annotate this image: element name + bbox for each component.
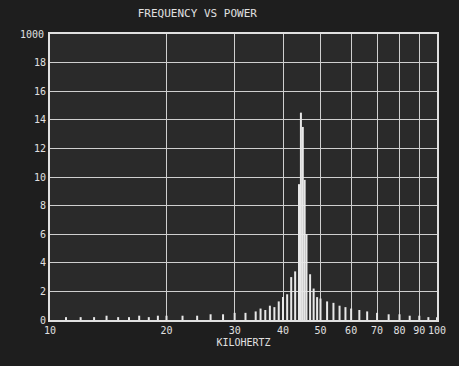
svg-text:10: 10 bbox=[44, 325, 56, 336]
svg-text:16: 16 bbox=[34, 86, 46, 97]
svg-text:30: 30 bbox=[229, 325, 241, 336]
svg-text:100: 100 bbox=[428, 325, 446, 336]
svg-text:20: 20 bbox=[160, 325, 172, 336]
svg-text:8: 8 bbox=[40, 200, 46, 211]
svg-text:14: 14 bbox=[34, 114, 46, 125]
svg-text:FREQUENCY VS POWER: FREQUENCY VS POWER bbox=[138, 7, 258, 20]
svg-text:10: 10 bbox=[34, 172, 46, 183]
svg-text:2: 2 bbox=[40, 286, 46, 297]
svg-text:KILOHERTZ: KILOHERTZ bbox=[216, 337, 270, 348]
svg-text:18: 18 bbox=[34, 57, 46, 68]
svg-text:1000: 1000 bbox=[20, 29, 44, 40]
svg-text:4: 4 bbox=[40, 257, 46, 268]
svg-text:6: 6 bbox=[40, 229, 46, 240]
svg-text:70: 70 bbox=[371, 325, 383, 336]
svg-text:40: 40 bbox=[277, 325, 289, 336]
svg-text:12: 12 bbox=[34, 143, 46, 154]
svg-text:50: 50 bbox=[314, 325, 326, 336]
svg-text:0: 0 bbox=[40, 315, 46, 326]
svg-text:80: 80 bbox=[393, 325, 405, 336]
svg-text:60: 60 bbox=[345, 325, 357, 336]
svg-text:90: 90 bbox=[413, 325, 425, 336]
